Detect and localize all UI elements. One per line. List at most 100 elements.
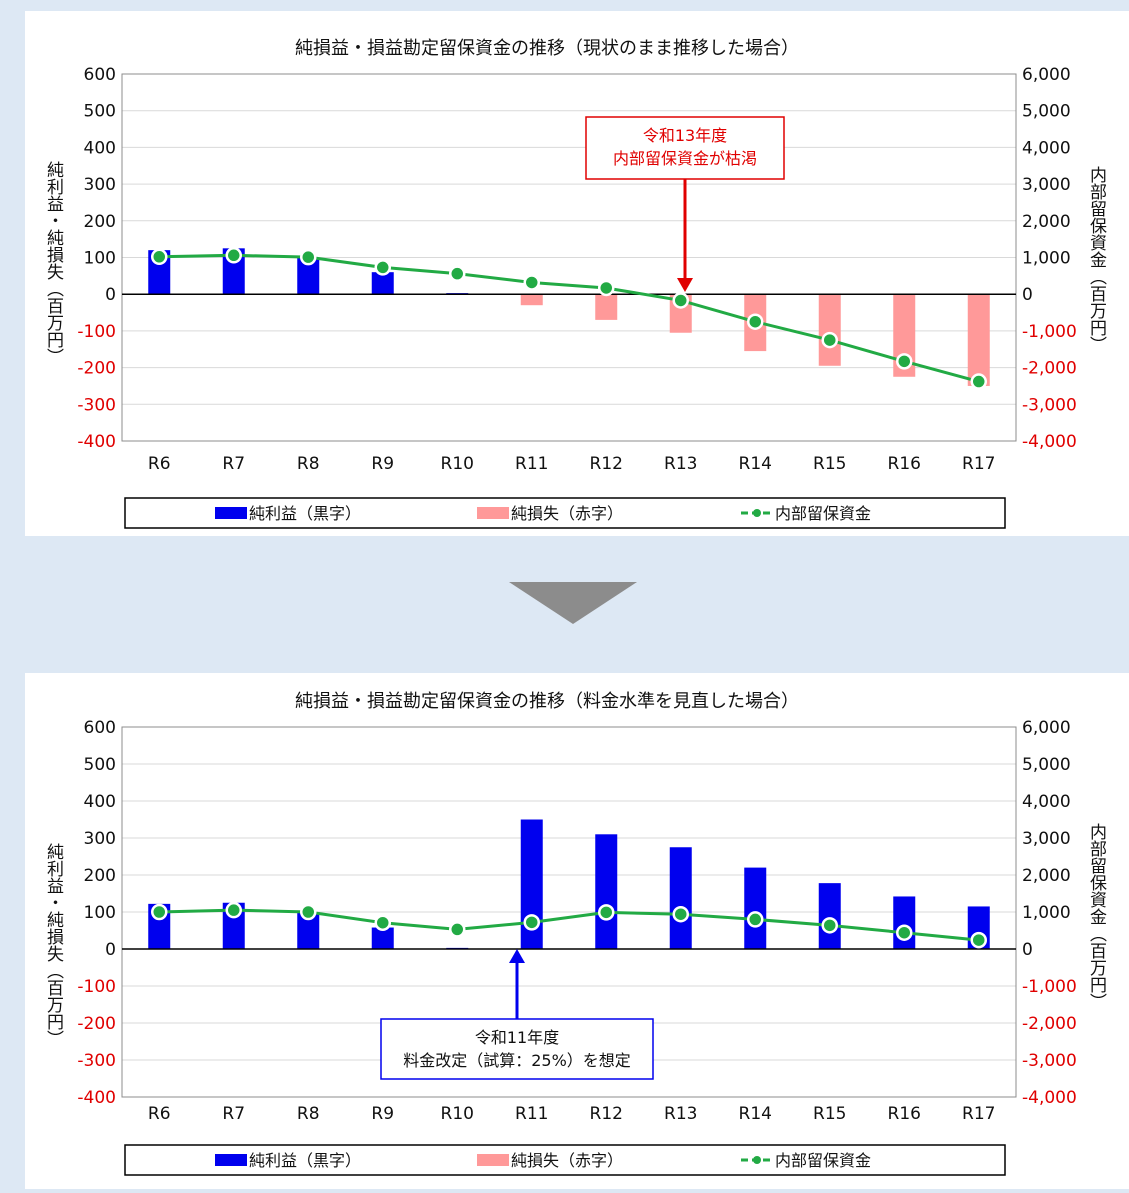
y2-tick-label: 0	[1022, 940, 1033, 960]
down-arrow-icon	[509, 582, 639, 630]
y-tick-label: -200	[77, 359, 116, 379]
legend-label-loss: 純損失（赤字）	[511, 1151, 623, 1170]
legend-label-profit: 純利益（黒字）	[249, 504, 361, 523]
annotation-text: 内部留保資金が枯渇	[613, 149, 757, 168]
legend-swatch-loss	[477, 507, 509, 519]
y2-tick-label: 4,000	[1022, 792, 1071, 812]
legend-label-reserve: 内部留保資金	[775, 504, 871, 523]
profit-bar	[371, 927, 394, 949]
profit-bar	[297, 912, 320, 949]
profit-bar	[669, 847, 692, 949]
reserve-fund-point	[747, 313, 764, 330]
x-tick-label: R15	[813, 454, 846, 474]
annotation-arrow-head-icon	[509, 949, 525, 963]
reserve-fund-point	[970, 373, 987, 390]
y2-tick-label: 4,000	[1022, 138, 1071, 158]
loss-bar	[520, 294, 543, 306]
reserve-fund-line	[159, 908, 979, 942]
y-tick-label: -400	[77, 432, 116, 452]
reserve-fund-point	[523, 274, 540, 291]
y-tick-label: 600	[84, 718, 116, 738]
y2-axis-title: 内部留保資金（百万円）	[1086, 823, 1107, 1010]
y-tick-label: 200	[84, 212, 116, 232]
y-tick-label: -400	[77, 1088, 116, 1108]
annotation-text: 令和11年度	[475, 1028, 559, 1047]
y-tick-label: 500	[84, 755, 116, 775]
reserve-fund-point	[896, 924, 913, 941]
y2-tick-label: -2,000	[1022, 1014, 1077, 1034]
y2-tick-label: 2,000	[1022, 866, 1071, 886]
y2-tick-label: -2,000	[1022, 359, 1077, 379]
chart-title: 純損益・損益勘定留保資金の推移（料金水準を見直した場合）	[295, 691, 799, 712]
legend-label-loss: 純損失（赤字）	[511, 504, 623, 523]
x-tick-label: R13	[664, 454, 697, 474]
reserve-fund-point	[598, 279, 615, 297]
legend-label-reserve: 内部留保資金	[775, 1151, 871, 1170]
y-tick-label: 100	[84, 249, 116, 269]
y2-tick-label: 3,000	[1022, 829, 1071, 849]
y-tick-label: 500	[84, 102, 116, 122]
y-tick-label: -100	[77, 977, 116, 997]
y2-tick-label: 5,000	[1022, 755, 1071, 775]
y2-tick-label: 2,000	[1022, 212, 1071, 232]
y2-tick-label: -3,000	[1022, 1051, 1077, 1071]
x-tick-label: R7	[222, 454, 245, 474]
y-tick-label: 400	[84, 138, 116, 158]
reserve-fund-point	[225, 247, 242, 264]
profit-bar	[893, 896, 916, 949]
y-tick-label: -200	[77, 1014, 116, 1034]
reserve-fund-point	[374, 914, 391, 931]
y2-tick-label: 0	[1022, 285, 1033, 305]
x-tick-label: R9	[371, 454, 394, 474]
y2-tick-label: 1,000	[1022, 903, 1071, 923]
x-tick-label: R14	[739, 1104, 772, 1124]
reserve-fund-point	[449, 921, 466, 938]
reserve-fund-point	[300, 903, 317, 921]
reserve-fund-point	[225, 901, 242, 919]
profit-bar	[744, 867, 767, 949]
x-tick-label: R6	[148, 454, 171, 474]
reserve-fund-point	[747, 911, 764, 928]
profit-bar	[595, 834, 618, 949]
y-tick-label: 600	[84, 65, 116, 85]
y-tick-label: 0	[105, 940, 116, 960]
x-tick-label: R17	[962, 1104, 995, 1124]
reserve-fund-point	[598, 904, 615, 921]
reserve-fund-point	[449, 265, 466, 282]
annotation-box	[585, 116, 785, 180]
reserve-fund-point	[821, 917, 838, 934]
reserve-fund-point	[374, 259, 391, 276]
reserve-fund-point	[523, 914, 540, 931]
x-tick-label: R11	[515, 1104, 548, 1124]
profit-bar	[371, 272, 394, 295]
y2-tick-label: 6,000	[1022, 718, 1071, 738]
reserve-fund-point	[672, 292, 689, 309]
y-tick-label: 200	[84, 866, 116, 886]
y-tick-label: 300	[84, 175, 116, 195]
y2-tick-label: -4,000	[1022, 432, 1077, 452]
annotation-text: 令和13年度	[643, 126, 727, 145]
y2-axis-title: 内部留保資金（百万円）	[1086, 166, 1107, 353]
loss-bar	[967, 294, 990, 386]
y2-tick-label: -1,000	[1022, 322, 1077, 342]
x-tick-label: R8	[297, 1104, 320, 1124]
y-tick-label: 0	[105, 285, 116, 305]
x-tick-label: R10	[441, 1104, 474, 1124]
chart-current-trend: 純損益・損益勘定留保資金の推移（現状のまま推移した場合） 600 500 400 300…	[43, 38, 1107, 529]
annotation-box	[380, 1018, 654, 1080]
y2-tick-label: 5,000	[1022, 102, 1071, 122]
y2-tick-label: 1,000	[1022, 249, 1071, 269]
y-tick-label: 300	[84, 829, 116, 849]
reserve-fund-point	[300, 248, 317, 266]
reserve-fund-line	[159, 253, 980, 383]
legend-swatch-marker	[753, 509, 761, 517]
reserve-fund-point	[970, 931, 987, 949]
legend-swatch-profit	[215, 1154, 247, 1166]
annotation-arrow-head-icon	[677, 278, 693, 292]
reserve-fund-point	[672, 905, 689, 923]
y-tick-label: -100	[77, 322, 116, 342]
profit-bar	[818, 883, 841, 949]
x-tick-label: R14	[739, 454, 772, 474]
x-tick-label: R17	[962, 454, 995, 474]
x-tick-label: R11	[515, 454, 548, 474]
